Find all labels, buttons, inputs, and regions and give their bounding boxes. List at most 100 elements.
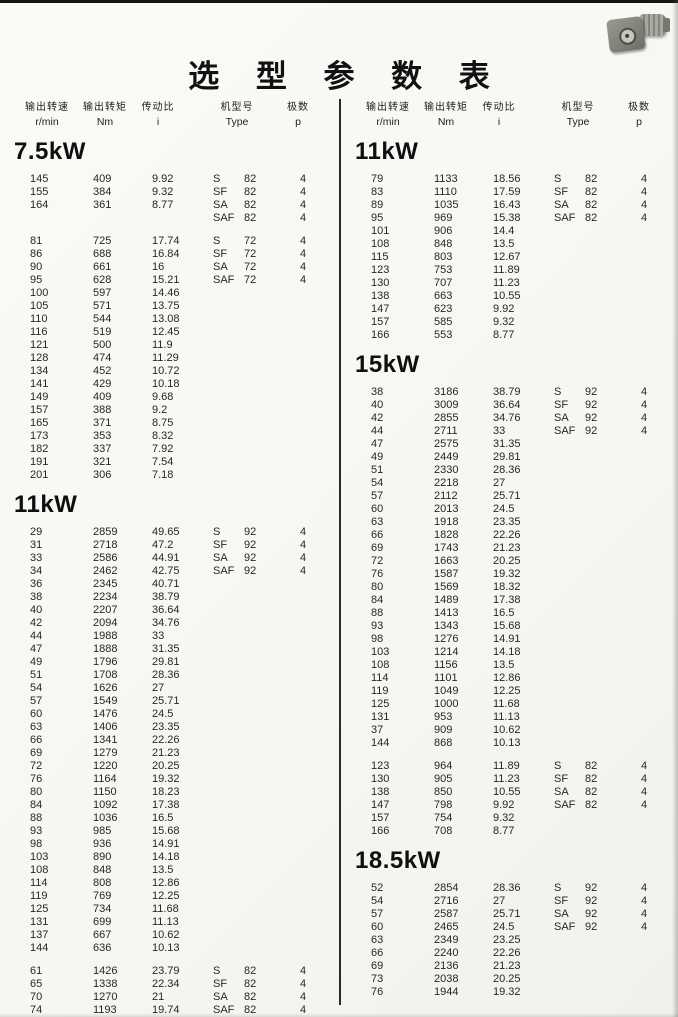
header-torque: 输出转矩 Nm — [407, 100, 485, 129]
table-row: 84 1092 17.38 — [0, 799, 339, 812]
cell-ratio: 12.25 — [493, 685, 521, 697]
cell-type-prefix — [554, 516, 585, 529]
cell-type-size: 92 — [244, 526, 257, 538]
header-type-label: 机型号 — [561, 102, 595, 113]
cell-torque: 936 — [93, 838, 112, 850]
cell-type-size: 92 — [244, 565, 257, 577]
cell-ratio: 15.68 — [493, 620, 521, 632]
cell-ratio: 12.45 — [152, 326, 180, 338]
cell-torque: 2718 — [93, 539, 118, 551]
cell-poles — [300, 929, 320, 942]
cell-poles — [300, 443, 320, 456]
table-row: 49 2449 29.81 — [341, 451, 678, 464]
row-group: 145 409 9.92 S 82 4 155 384 9.32 SF 82 4 164 361 8.77 S… — [0, 173, 339, 225]
cell-speed: 105 — [30, 300, 49, 312]
cell-type-prefix: SF — [213, 539, 228, 551]
cell-poles — [641, 698, 661, 711]
cell-speed: 63 — [30, 721, 43, 733]
cell-ratio: 19.32 — [152, 773, 180, 785]
cell-poles — [641, 516, 661, 529]
cell-ratio: 21.23 — [493, 960, 521, 972]
table-row: 121 500 11.9 — [0, 339, 339, 352]
cell-torque: 1343 — [434, 620, 459, 632]
cell-poles — [641, 568, 661, 581]
cell-poles — [300, 391, 320, 404]
cell-speed: 164 — [30, 199, 49, 211]
cell-speed: 73 — [371, 973, 384, 985]
cell-poles — [300, 942, 320, 955]
cell-poles — [641, 264, 661, 277]
cell-type-prefix — [554, 225, 585, 238]
cell-ratio: 19.74 — [152, 1004, 180, 1016]
cell-poles: 4 — [641, 186, 648, 198]
cell-ratio: 17.74 — [152, 235, 180, 247]
cell-poles: 4 — [641, 199, 648, 211]
cell-poles — [641, 238, 661, 251]
cell-type-size — [585, 812, 641, 825]
header-torque-unit: Nm — [437, 116, 455, 128]
cell-ratio: 12.67 — [493, 251, 521, 263]
cell-speed: 76 — [371, 568, 384, 580]
cell-poles — [641, 581, 661, 594]
cell-poles: 4 — [300, 261, 307, 273]
cell-speed: 137 — [30, 929, 49, 941]
table-row: 131 953 11.13 — [341, 711, 678, 724]
cell-type-prefix — [554, 646, 585, 659]
cell-type-prefix: SAF — [213, 212, 235, 224]
cell-speed: 80 — [30, 786, 43, 798]
cell-type-prefix — [213, 313, 244, 326]
cell-torque: 337 — [93, 443, 112, 455]
cell-speed: 54 — [371, 477, 384, 489]
cell-type-prefix — [213, 851, 244, 864]
cell-type-prefix — [213, 864, 244, 877]
cell-type-size — [585, 825, 641, 838]
table-row: 63 1406 23.35 — [0, 721, 339, 734]
cell-speed: 38 — [30, 591, 43, 603]
cell-type-prefix — [554, 529, 585, 542]
cell-type-size: 92 — [585, 895, 598, 907]
cell-torque: 985 — [93, 825, 112, 837]
cell-speed: 147 — [371, 799, 390, 811]
cell-type-prefix: S — [554, 386, 562, 398]
cell-speed: 101 — [371, 225, 390, 237]
cell-type-prefix — [554, 698, 585, 711]
cell-type-prefix — [554, 724, 585, 737]
cell-torque: 1569 — [434, 581, 459, 593]
cell-type-size — [244, 443, 300, 456]
cell-ratio: 10.55 — [493, 290, 521, 302]
cell-torque: 2038 — [434, 973, 459, 985]
cell-ratio: 21 — [152, 991, 165, 1003]
cell-type-size — [244, 942, 300, 955]
header-speed-label: 输出转速 — [366, 102, 410, 113]
cell-speed: 57 — [371, 908, 384, 920]
table-header-left: 输出转速 r/min 输出转矩 Nm 传动比 i 机型号 Type 极数 p — [0, 99, 338, 131]
cell-speed: 103 — [371, 646, 390, 658]
cell-speed: 63 — [371, 516, 384, 528]
cell-poles — [641, 329, 661, 342]
cell-type-size: 92 — [585, 399, 598, 411]
cell-type-size — [585, 251, 641, 264]
header-poles-label: 极数 — [628, 102, 650, 113]
header-ratio: 传动比 i — [460, 100, 538, 129]
cell-type-size: 72 — [244, 248, 257, 260]
cell-torque: 409 — [93, 173, 112, 185]
cell-speed: 145 — [30, 173, 49, 185]
cell-type-size — [585, 264, 641, 277]
header-type-unit: Type — [566, 116, 590, 128]
table-row: 149 409 9.68 — [0, 391, 339, 404]
cell-type-prefix: SF — [213, 978, 228, 990]
cell-type-size — [244, 630, 300, 643]
table-row: 47 1888 31.35 — [0, 643, 339, 656]
cell-poles — [300, 916, 320, 929]
cell-poles — [300, 617, 320, 630]
cell-type-size — [585, 947, 641, 960]
cell-poles — [641, 290, 661, 303]
cell-type-prefix: SA — [554, 908, 569, 920]
cell-type-prefix — [213, 942, 244, 955]
table-row: 52 2854 28.36 S 92 4 — [341, 882, 678, 895]
motor-body-icon — [640, 14, 666, 36]
table-row: 44 1988 33 — [0, 630, 339, 643]
table-row: 40 3009 36.64 SF 92 4 — [341, 399, 678, 412]
cell-speed: 74 — [30, 1004, 43, 1016]
cell-type-prefix: S — [554, 882, 562, 894]
